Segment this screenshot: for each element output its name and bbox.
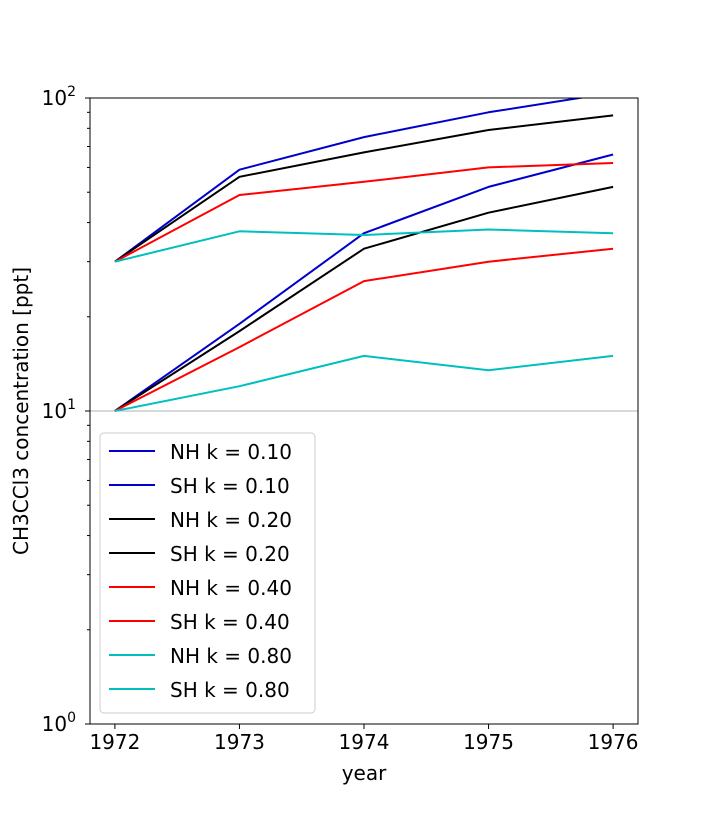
- series-line-2: [114, 114, 614, 263]
- x-tick-label: 1973: [214, 730, 265, 754]
- series-line-1: [114, 153, 614, 412]
- y-tick-exponent: 1: [67, 397, 76, 413]
- y-tick-label: 102: [42, 84, 76, 110]
- y-tick-exponent: 0: [67, 710, 76, 726]
- y-axis-label: CH3CCl3 concentration [ppt]: [9, 267, 33, 555]
- y-tick-exponent: 2: [67, 84, 76, 100]
- series-line-0: [114, 98, 586, 263]
- y-tick-base: 10: [42, 86, 67, 110]
- legend: NH k = 0.10 SH k = 0.10 NH k = 0.20 SH k = …: [99, 432, 316, 714]
- legend-label: SH k = 0.10: [170, 474, 290, 498]
- legend-label: NH k = 0.20: [170, 508, 292, 532]
- x-tick-label: 1972: [89, 730, 140, 754]
- series-line-6: [114, 228, 614, 263]
- x-tick-label: 1976: [588, 730, 639, 754]
- legend-label: SH k = 0.80: [170, 678, 290, 702]
- series-line-5: [114, 247, 614, 412]
- y-tick-label: 100: [42, 710, 76, 736]
- x-tick-label: 1975: [463, 730, 514, 754]
- series-lines: [114, 98, 614, 412]
- y-tick-base: 10: [42, 399, 67, 423]
- x-axis-label: year: [342, 761, 387, 785]
- y-tick-label: 101: [42, 397, 76, 423]
- legend-label: NH k = 0.10: [170, 440, 292, 464]
- legend-label: NH k = 0.80: [170, 644, 292, 668]
- legend-label: SH k = 0.20: [170, 542, 290, 566]
- series-line-3: [114, 185, 614, 412]
- y-tick-base: 10: [42, 712, 67, 736]
- legend-box: [99, 432, 316, 714]
- x-tick-label: 1974: [339, 730, 390, 754]
- legend-label: SH k = 0.40: [170, 610, 290, 634]
- series-line-7: [114, 354, 614, 412]
- series-line-4: [114, 162, 614, 263]
- legend-label: NH k = 0.40: [170, 576, 292, 600]
